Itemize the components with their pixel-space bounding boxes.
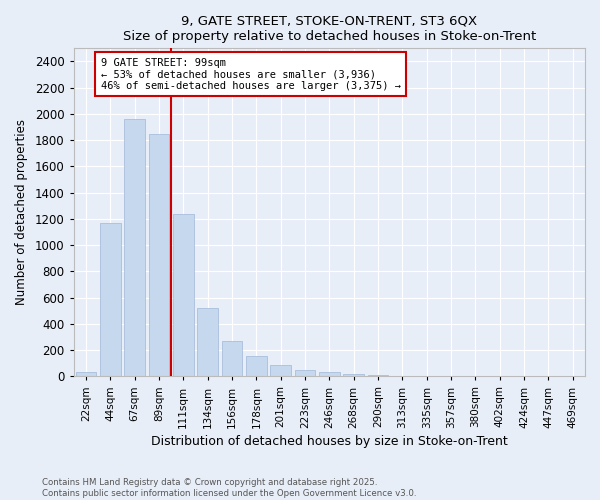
Y-axis label: Number of detached properties: Number of detached properties	[15, 120, 28, 306]
Title: 9, GATE STREET, STOKE-ON-TRENT, ST3 6QX
Size of property relative to detached ho: 9, GATE STREET, STOKE-ON-TRENT, ST3 6QX …	[123, 15, 536, 43]
Bar	[76, 372, 96, 376]
Bar	[124, 119, 145, 376]
Bar	[271, 364, 291, 376]
Text: Contains HM Land Registry data © Crown copyright and database right 2025.
Contai: Contains HM Land Registry data © Crown c…	[42, 478, 416, 498]
Bar	[246, 356, 266, 376]
Bar	[149, 134, 169, 376]
Text: 9 GATE STREET: 99sqm
← 53% of detached houses are smaller (3,936)
46% of semi-de: 9 GATE STREET: 99sqm ← 53% of detached h…	[101, 58, 401, 90]
Bar	[197, 308, 218, 376]
Bar	[343, 374, 364, 376]
X-axis label: Distribution of detached houses by size in Stoke-on-Trent: Distribution of detached houses by size …	[151, 434, 508, 448]
Bar	[319, 372, 340, 376]
Bar	[295, 370, 316, 376]
Bar	[173, 214, 194, 376]
Bar	[100, 223, 121, 376]
Bar	[221, 341, 242, 376]
